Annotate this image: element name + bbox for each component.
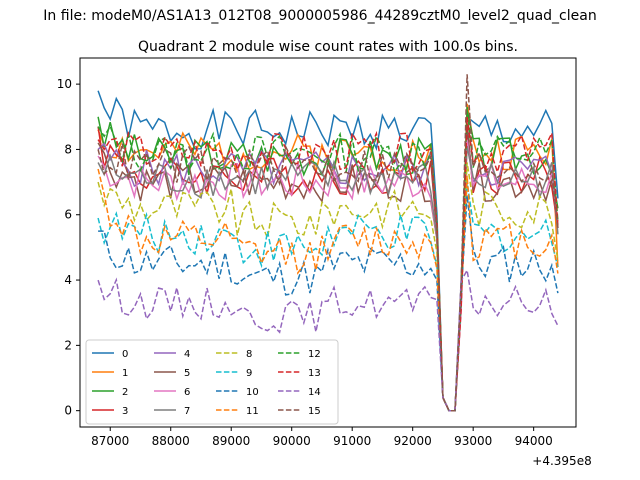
x-tick-label: 89000 [212,434,250,448]
legend-label: 6 [184,387,190,398]
legend-label: 8 [246,349,252,360]
legend-label: 14 [308,387,321,398]
legend-label: 9 [246,368,252,379]
x-tick-label: 94000 [515,434,553,448]
x-tick-label: 88000 [152,434,190,448]
series-line-8 [97,162,559,412]
legend-label: 5 [184,368,190,379]
y-tick-label: 6 [64,208,72,222]
series-line-10 [98,195,559,412]
legend-label: 15 [308,406,321,417]
axes-frame [79,57,577,428]
legend-label: 12 [308,349,321,360]
x-tick-label: 90000 [273,434,311,448]
legend-label: 4 [184,349,190,360]
legend-label: 1 [122,368,128,379]
series-line-11 [97,168,559,412]
y-tick-label: 2 [64,338,72,352]
series-line-0 [97,90,559,412]
legend-label: 13 [308,368,321,379]
x-tick-label: 91000 [333,434,371,448]
y-tick-label: 8 [64,142,72,156]
legend-label: 7 [184,406,190,417]
x-tick-label: 87000 [91,434,129,448]
legend-label: 11 [246,406,259,417]
series-line-15 [97,74,559,412]
y-tick-label: 10 [57,77,72,91]
x-offset-label: +4.395e8 [532,454,591,468]
legend-label: 0 [122,349,128,360]
legend-label: 3 [122,406,128,417]
axis-ticks: 87000 88000 89000 90000 91000 92000 93000 94000… [57,77,553,448]
x-tick-label: 93000 [454,434,492,448]
legend-label: 10 [246,387,259,398]
legend-label: 2 [122,387,128,398]
series-line-9 [97,181,559,412]
series-line-12 [97,106,559,412]
series-group [97,74,559,412]
figure-suptitle: In file: modeM0/AS1A13_012T08_9000005986… [43,8,596,24]
y-tick-label: 0 [64,404,72,418]
series-line-14 [97,268,559,412]
legend-box [85,339,339,425]
chart-title: Quadrant 2 module wise count rates with … [138,39,518,55]
x-tick-label: 92000 [394,434,432,448]
series-line-7 [97,146,559,412]
y-tick-label: 4 [64,273,72,287]
series-line-3 [97,123,559,412]
